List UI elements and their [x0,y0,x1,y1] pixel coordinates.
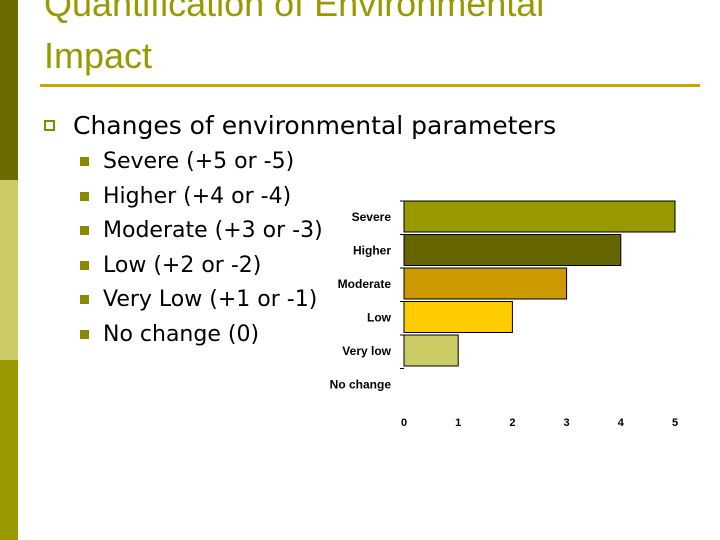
bullet-main: Changes of environmental parameters [44,108,556,142]
chart-bar [403,234,622,266]
sub-bullet: No change (0) [80,317,259,351]
slide-title: Quantification of Environmental Impact [44,0,704,82]
filled-square-bullet-icon [80,191,89,201]
sub-bullet-text: Very Low (+1 or -1) [103,286,318,312]
x-tick-label: 0 [401,417,407,429]
y-tick-label: Moderate [338,277,392,291]
sub-bullet-text: Low (+2 or -2) [103,252,262,278]
y-tick-label: Severe [352,210,392,224]
y-tick-label: No change [330,378,392,392]
sub-bullet-text: Higher (+4 or -4) [103,183,292,209]
square-bullet-icon [44,119,55,131]
filled-square-bullet-icon [80,225,89,235]
chart-bar [403,267,568,300]
filled-square-bullet-icon [80,329,89,339]
sub-bullet: Very Low (+1 or -1) [80,282,317,316]
slide-title-line2: Impact [44,35,153,76]
y-tick-label: Higher [353,244,391,258]
chart-bar [403,200,676,233]
slide-title-line1: Quantification of Environmental [44,0,545,24]
sidebar-band-top [0,0,18,180]
filled-square-bullet-icon [80,260,89,270]
sub-bullet: Low (+2 or -2) [80,248,261,282]
chart-canvas: Severe Higher Moderate Low Very low No change… [330,200,678,429]
impact-bar-chart: Severe Higher Moderate Low Very low No change… [300,190,700,444]
y-tick-label: Low [367,311,392,325]
sub-bullet: Moderate (+3 or -3) [80,213,323,247]
sub-bullet-text: No change (0) [103,321,260,347]
chart-bar [403,334,459,367]
x-tick-label: 3 [564,417,570,429]
chart-bar [403,301,513,333]
y-tick-label: Very low [342,344,391,358]
title-divider [40,84,700,87]
bullet-main-text: Changes of environmental parameters [73,110,557,140]
filled-square-bullet-icon [80,294,89,304]
x-tick-label: 1 [455,417,461,429]
sub-bullet: Higher (+4 or -4) [80,179,291,213]
sub-bullet-text: Moderate (+3 or -3) [103,217,323,243]
sidebar-band-bottom [0,360,18,540]
sidebar-band-middle [0,180,18,360]
sub-bullet: Severe (+5 or -5) [80,144,294,178]
filled-square-bullet-icon [80,156,89,166]
x-tick-label: 5 [672,417,678,429]
x-tick-label: 2 [509,417,515,429]
sub-bullet-text: Severe (+5 or -5) [103,148,295,174]
sidebar-decoration [0,0,18,540]
x-tick-label: 4 [618,417,625,429]
